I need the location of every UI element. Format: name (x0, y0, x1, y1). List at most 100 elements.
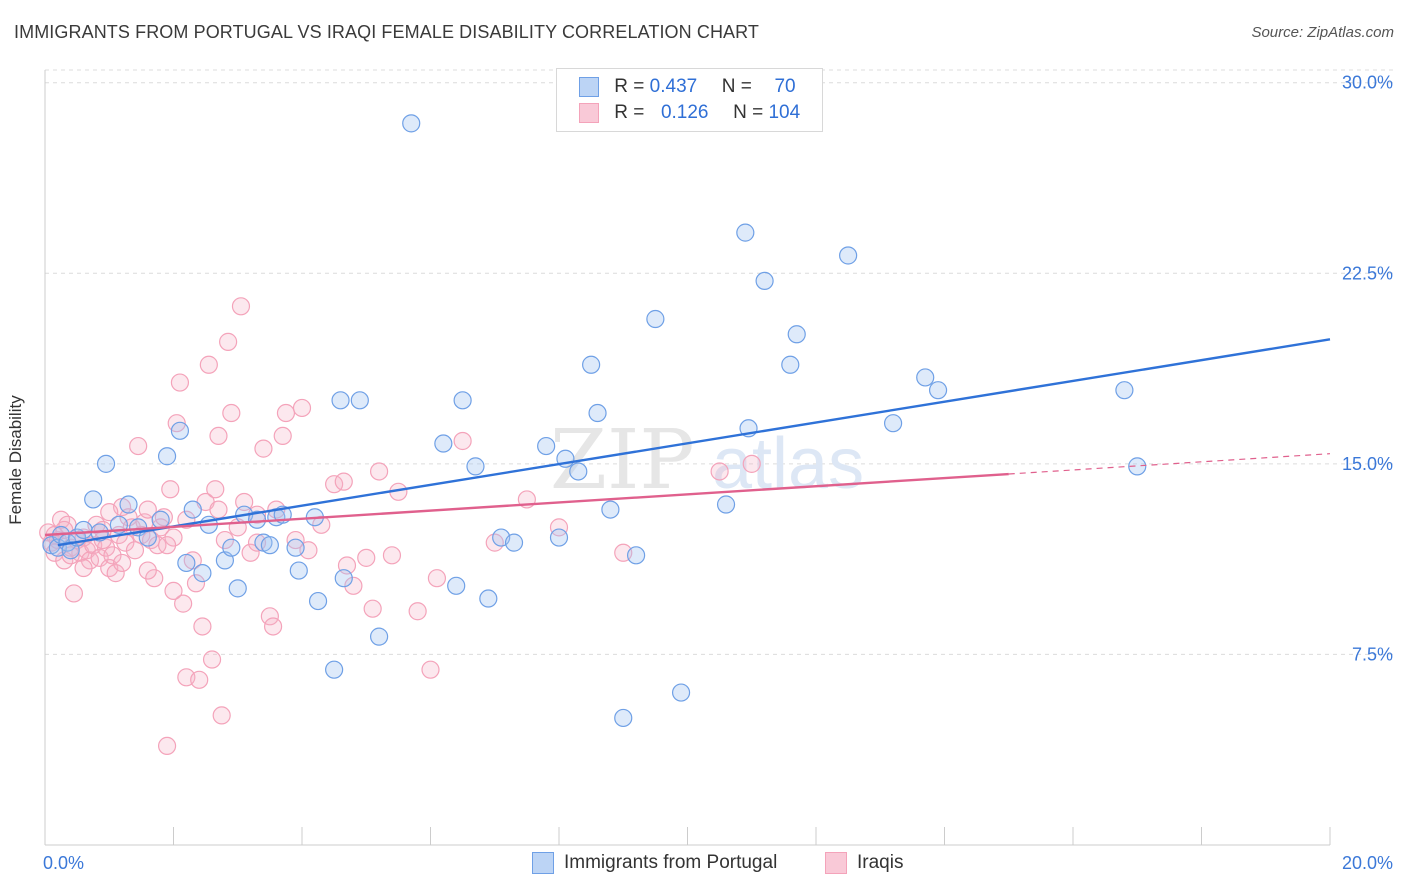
data-point (427, 569, 447, 588)
iraqis-swatch (579, 102, 599, 123)
data-point (260, 536, 279, 555)
n-label: N = (721, 76, 752, 97)
data-point (260, 607, 279, 626)
data-point (357, 548, 376, 567)
data-point (928, 381, 948, 400)
data-point (193, 564, 212, 583)
data-point (331, 391, 350, 410)
data-point (781, 355, 800, 374)
data-point (1128, 457, 1147, 476)
data-point (222, 538, 241, 557)
data-point (350, 391, 369, 410)
data-point (193, 617, 212, 636)
r-label: R = (614, 76, 645, 97)
data-point (588, 403, 607, 423)
data-point (74, 520, 93, 540)
data-point (151, 510, 170, 529)
data-point (614, 708, 633, 728)
data-point (646, 309, 665, 329)
data-point (148, 536, 167, 555)
data-point (247, 510, 267, 529)
data-point (453, 431, 472, 451)
data-point (100, 503, 119, 522)
data-point (716, 495, 736, 514)
data-point (235, 492, 254, 512)
data-point (325, 660, 344, 679)
stats-legend-row-portugal: R = 0.437 N = 70 (579, 76, 796, 100)
data-point (363, 599, 382, 618)
data-point (289, 561, 308, 580)
data-point (138, 561, 157, 580)
data-point (241, 543, 260, 562)
data-point (286, 538, 305, 557)
data-point (174, 594, 193, 613)
trend-line (57, 338, 1331, 547)
data-point (276, 403, 296, 423)
data-point (839, 246, 858, 265)
data-point (64, 584, 84, 603)
data-point (161, 480, 180, 499)
y-tick-label: 22.5% (1342, 263, 1393, 283)
data-point (228, 579, 247, 598)
portugal-legend-swatch (532, 852, 554, 874)
data-point (263, 617, 283, 636)
data-point (549, 518, 569, 537)
x-tick-label: 0.0% (43, 853, 84, 873)
data-point (549, 528, 569, 547)
n-value: 104 (768, 102, 801, 123)
legend-item-iraqis: Iraqis (825, 852, 903, 874)
source-credit: Source: ZipAtlas.com (1251, 24, 1394, 41)
data-point (74, 558, 93, 578)
trend-lines (44, 338, 1331, 547)
data-point (370, 627, 389, 646)
data-point (504, 533, 524, 552)
data-point (402, 114, 421, 133)
series-iraqis-points (39, 297, 761, 756)
axes (44, 70, 1331, 846)
series-legend: Immigrants from Portugal Iraqis (0, 852, 1406, 878)
data-point (382, 546, 402, 565)
data-point (209, 426, 228, 446)
data-point (370, 462, 389, 481)
data-point (710, 462, 729, 481)
data-point (129, 436, 148, 456)
data-point (883, 414, 903, 433)
series-portugal-points (42, 114, 1147, 728)
y-tick-label: 30.0% (1342, 73, 1393, 93)
data-point (103, 546, 122, 565)
data-point (421, 660, 440, 679)
data-point (125, 541, 145, 560)
data-point (308, 591, 328, 611)
data-point (202, 650, 222, 669)
data-point (157, 736, 177, 756)
data-point (916, 368, 935, 387)
data-point (344, 576, 363, 595)
data-point (157, 447, 177, 466)
trend-line-extension (1008, 453, 1331, 475)
legend-label-iraqis: Iraqis (857, 852, 904, 874)
r-value: 0.126 (660, 102, 709, 123)
tick-labels: 7.5% 15.0% 22.5% 30.0% 0.0% 20.0% (43, 73, 1393, 873)
data-point (447, 576, 466, 595)
data-point (157, 536, 177, 555)
legend-item-portugal: Immigrants from Portugal (532, 852, 777, 874)
data-point (145, 569, 164, 588)
data-point (164, 528, 183, 547)
trend-line (44, 472, 1009, 537)
data-point (212, 706, 231, 725)
data-point (334, 472, 353, 491)
data-point (231, 297, 251, 316)
r-value: 0.437 (649, 76, 698, 97)
data-point (96, 454, 116, 473)
data-point (453, 391, 472, 410)
data-point (626, 546, 646, 565)
data-point (170, 373, 190, 392)
data-point (164, 581, 183, 601)
portugal-swatch (579, 76, 599, 97)
data-point (1115, 381, 1134, 400)
data-point (408, 602, 427, 621)
data-point (742, 454, 761, 473)
data-point (479, 589, 498, 608)
data-point (106, 564, 125, 583)
data-point (537, 436, 556, 456)
